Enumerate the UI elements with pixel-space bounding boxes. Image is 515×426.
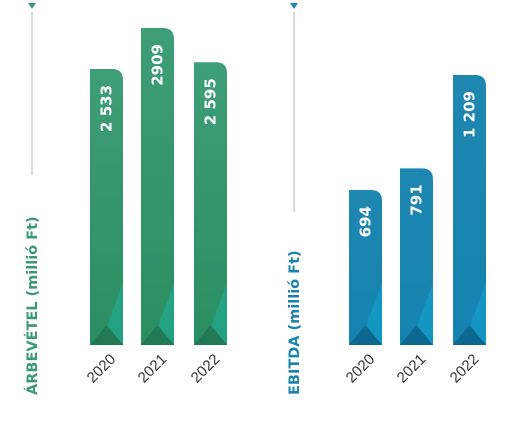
revenue-year-label-2022: 2022: [188, 351, 224, 387]
ebitda-year-label-2020: 2020: [343, 351, 379, 387]
revenue-bar-2020-facet: [106, 283, 123, 345]
revenue-bar-2022-facet: [210, 283, 227, 345]
revenue-bar-2021-base: [141, 325, 174, 345]
ebitda-bar-2022-facet: [469, 283, 486, 345]
revenue-bar-2021-facet: [157, 283, 174, 345]
revenue-value-label-2021: 2909: [149, 44, 167, 86]
ebitda-value-label-2021: 791: [408, 184, 426, 215]
revenue-bar-2022-base: [194, 325, 227, 345]
ebitda-bar-2021-facet: [416, 283, 433, 345]
ebitda-bar-2020-facet: [365, 283, 382, 345]
ebitda-value-label-2020: 694: [357, 206, 375, 237]
ebitda-bar-2021-base: [400, 325, 433, 345]
ebitda-axis-marker: [290, 3, 298, 9]
revenue-axis-marker: [28, 3, 36, 9]
ebitda-axis: [290, 3, 298, 212]
revenue-bar-2020-base: [90, 325, 123, 345]
ebitda-year-label-2022: 2022: [447, 351, 483, 387]
revenue-bar-2020: [90, 68, 123, 345]
revenue-year-label-2021: 2021: [135, 351, 171, 387]
ebitda-bar-2021: [400, 168, 433, 345]
ebitda-bar-2022: [453, 75, 486, 345]
revenue-bar-2021: [141, 28, 174, 345]
ebitda-bars: 694 2020 791 2021 1 209 2022: [343, 75, 486, 386]
ebitda-year-label-2021: 2021: [394, 351, 430, 387]
revenue-axis-title: ÁRBEVÉTEL (millió Ft): [24, 216, 41, 395]
revenue-year-label-2020: 2020: [84, 351, 120, 387]
revenue-value-label-2020: 2 533: [98, 85, 116, 132]
ebitda-bar-2022-base: [453, 325, 486, 345]
revenue-value-label-2022: 2 595: [202, 78, 220, 125]
ebitda-axis-title: EBITDA (millió Ft): [287, 250, 303, 395]
ebitda-value-label-2022: 1 209: [461, 91, 479, 138]
revenue-bar-2022: [194, 62, 227, 346]
ebitda-bar-2020-base: [349, 325, 382, 345]
revenue-axis: [28, 3, 36, 175]
revenue-bars: 2 533 2020 2909 2021 2 595 2022: [84, 28, 227, 386]
